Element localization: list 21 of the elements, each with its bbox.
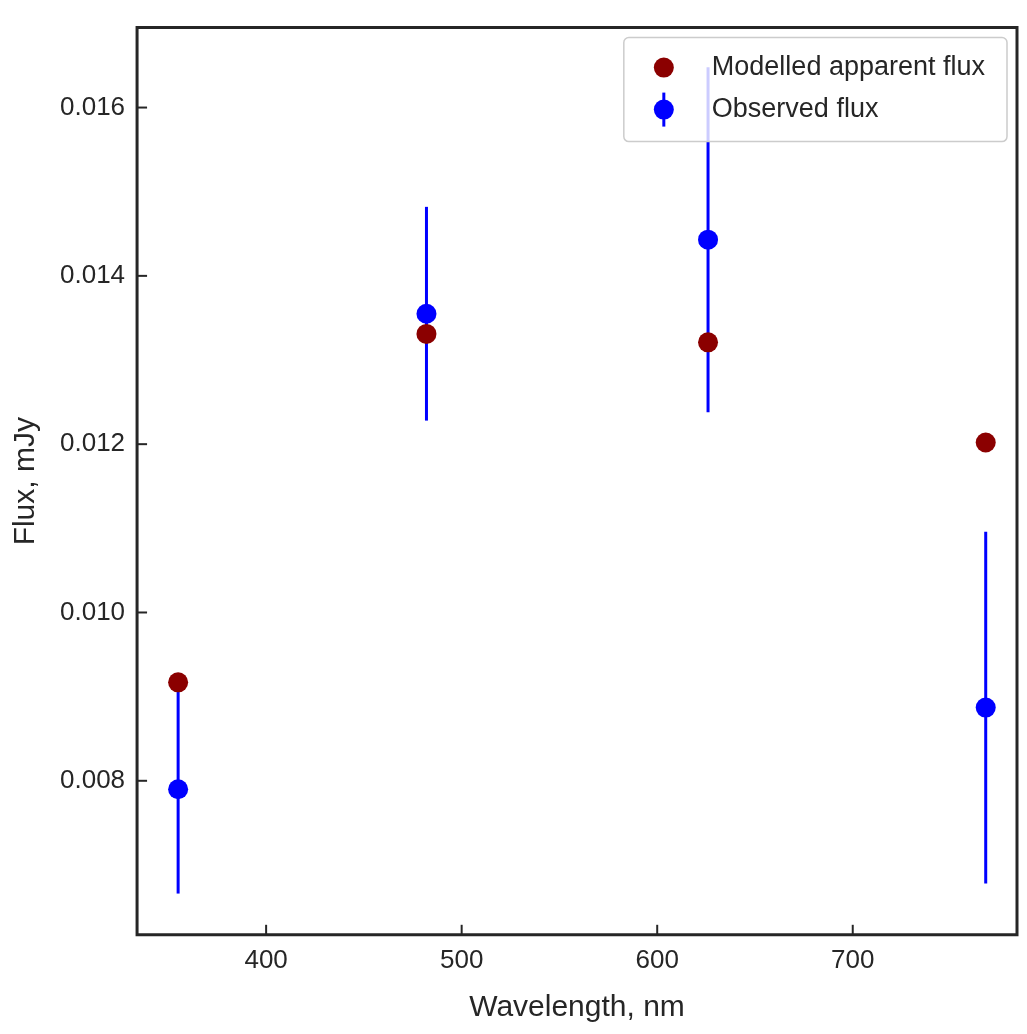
x-tick-label: 500 [439,943,484,974]
y-tick-label: 0.014 [59,259,126,290]
x-tick-label: 400 [244,943,288,974]
x-tick-label: 600 [635,943,679,974]
x-axis-title: Wavelength, nm [469,989,685,1023]
point [416,323,437,344]
y-tick-label: 0.010 [59,595,126,626]
point [975,432,996,453]
point [416,303,437,324]
y-tick-label: 0.008 [59,763,126,794]
point [168,779,189,800]
x-tick-label: 700 [831,943,875,974]
legend-label: Modelled apparent flux [711,51,986,82]
point [168,672,189,693]
y-tick-label: 0.016 [59,90,126,121]
point [698,332,719,353]
y-tick-label: 0.012 [59,427,126,458]
legend-label: Observed flux [711,93,879,124]
point [975,697,996,718]
y-axis-title: Flux, mJy [7,417,41,546]
point [698,229,719,250]
